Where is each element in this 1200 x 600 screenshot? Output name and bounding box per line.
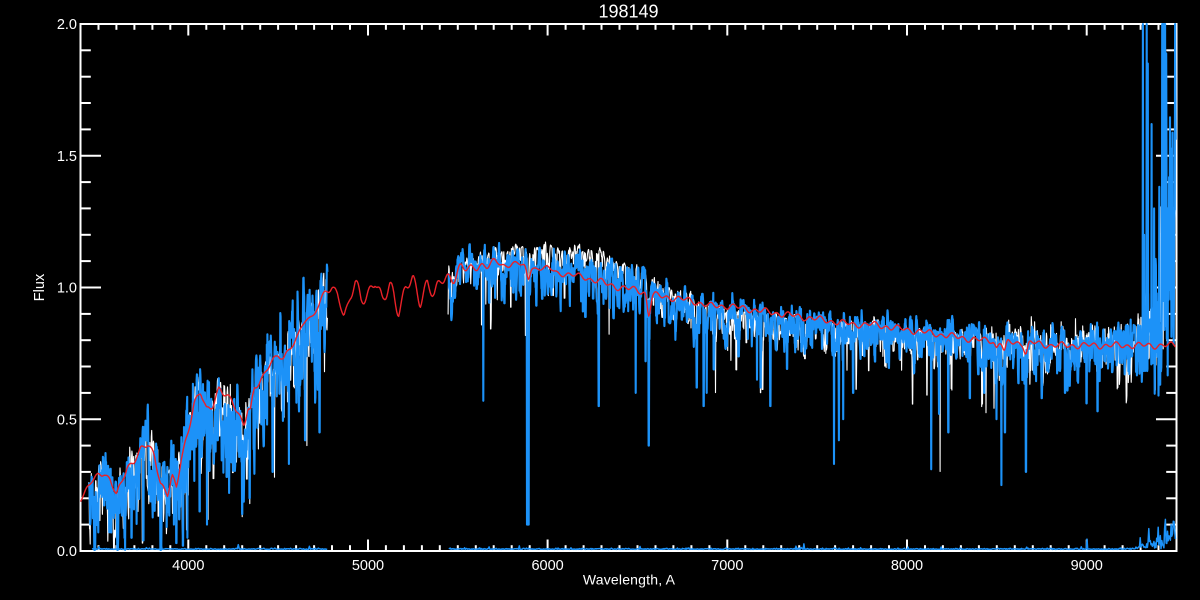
svg-text:9000: 9000	[1071, 558, 1103, 574]
svg-text:2.0: 2.0	[57, 17, 77, 33]
svg-text:1.0: 1.0	[57, 281, 77, 297]
svg-text:8000: 8000	[891, 558, 923, 574]
svg-text:Flux: Flux	[32, 273, 48, 301]
svg-text:0.0: 0.0	[57, 544, 77, 560]
svg-text:7000: 7000	[711, 558, 743, 574]
svg-text:0.5: 0.5	[57, 412, 77, 428]
svg-text:4000: 4000	[172, 558, 204, 574]
svg-text:Wavelength, A: Wavelength, A	[583, 572, 676, 588]
svg-text:6000: 6000	[531, 558, 563, 574]
svg-text:198149: 198149	[598, 2, 658, 22]
svg-text:1.5: 1.5	[57, 149, 77, 165]
svg-text:5000: 5000	[352, 558, 384, 574]
